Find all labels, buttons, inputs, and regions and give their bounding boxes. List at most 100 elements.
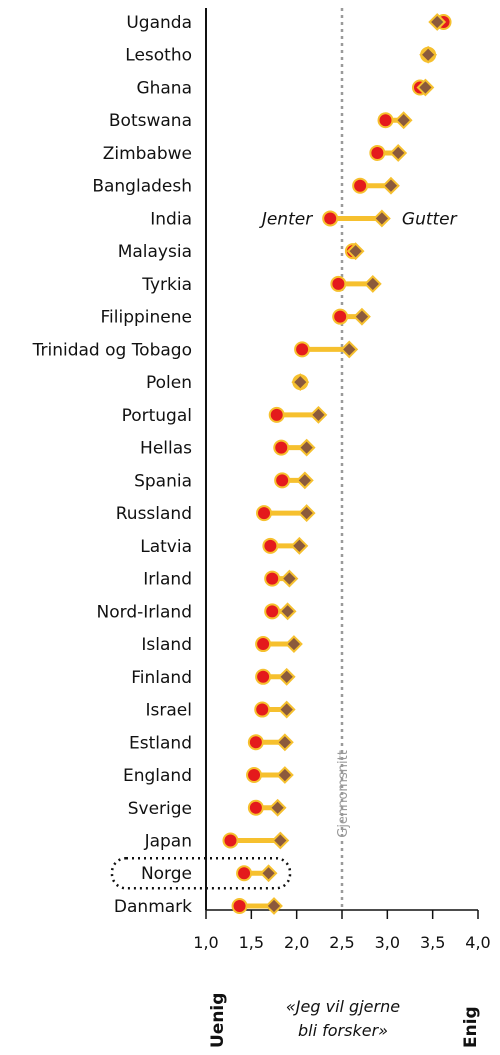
country-label: Tyrkia xyxy=(141,275,192,295)
data-row: England xyxy=(123,766,294,786)
data-row: Filippinene xyxy=(101,307,371,328)
highlight-box xyxy=(110,856,292,890)
jenter-point xyxy=(264,570,281,587)
gutter-point xyxy=(259,864,278,883)
country-label: Spania xyxy=(134,471,192,491)
country-label: Norge xyxy=(141,864,192,884)
gutter-point xyxy=(309,405,328,424)
gutter-point xyxy=(297,438,316,457)
series-label-gutter: Gutter xyxy=(402,209,458,229)
gutter-point xyxy=(297,504,316,523)
jenter-point xyxy=(262,537,279,554)
data-row: Zimbabwe xyxy=(103,144,408,164)
jenter-point xyxy=(294,341,311,358)
series-label-jenter: Jenter xyxy=(259,209,313,229)
gutter-point xyxy=(275,733,294,752)
jenter-point xyxy=(236,865,253,882)
jenter-point xyxy=(369,144,386,161)
data-row: Botswana xyxy=(109,111,413,131)
jenter-point xyxy=(247,734,264,751)
country-label: Israel xyxy=(146,701,192,721)
country-label: Sverige xyxy=(128,799,192,819)
country-label: Danmark xyxy=(114,897,192,917)
data-row: Irland xyxy=(143,569,299,590)
data-rows: Uganda Lesotho Ghana Botswana Zimbabwe Bangla… xyxy=(32,13,452,917)
gutter-point xyxy=(353,307,371,326)
data-row: Ghana xyxy=(136,78,435,98)
country-label: India xyxy=(150,209,192,229)
country-label: Zimbabwe xyxy=(103,144,192,164)
data-row: Finland xyxy=(131,667,296,688)
x-tick-label: 1,0 xyxy=(193,933,218,952)
gutter-point xyxy=(277,667,296,686)
gutter-point xyxy=(271,831,290,850)
country-label: Botswana xyxy=(109,111,192,131)
country-label: Finland xyxy=(131,668,192,688)
gutter-point xyxy=(419,45,438,64)
gutter-point xyxy=(285,635,303,653)
gutter-point xyxy=(291,373,310,392)
jenter-point xyxy=(231,897,248,914)
jenter-point xyxy=(254,701,271,718)
right-end-label: Enig xyxy=(461,1006,481,1048)
left-end-label: Uenig xyxy=(208,993,228,1048)
x-tick-label: 2,5 xyxy=(329,933,354,952)
jenter-point xyxy=(377,112,394,129)
country-label: Filippinene xyxy=(101,308,192,328)
x-axis-ticks: 1,0 1,5 2,0 2,5 3,0 3,5 4,0 xyxy=(193,910,491,952)
data-row: Russland xyxy=(116,504,316,524)
data-row: Norge xyxy=(141,864,278,884)
gutter-point xyxy=(346,242,365,261)
data-row: Island xyxy=(141,635,303,655)
jenter-point xyxy=(352,177,369,194)
average-label: Gjennomsnitt xyxy=(336,750,351,838)
gutter-point xyxy=(278,602,297,621)
jenter-point xyxy=(255,636,272,653)
country-label: Uganda xyxy=(126,13,192,33)
data-row: Estland xyxy=(129,733,294,753)
country-label: Bangladesh xyxy=(92,177,192,197)
gutter-point xyxy=(290,536,309,555)
jenter-point xyxy=(256,505,273,522)
gutter-point xyxy=(295,471,314,490)
x-axis-label-line-2: bli forsker» xyxy=(298,1021,388,1040)
country-label: Irland xyxy=(143,570,192,590)
data-row: Lesotho xyxy=(125,45,438,66)
jenter-point xyxy=(330,275,347,292)
country-label: Lesotho xyxy=(125,46,192,66)
gutter-point xyxy=(340,340,359,359)
data-row: Bangladesh xyxy=(92,177,400,197)
jenter-point xyxy=(274,472,291,489)
jenter-point xyxy=(268,406,285,423)
data-row: Sverige xyxy=(128,799,287,819)
data-row: Danmark xyxy=(114,897,283,917)
jenter-point xyxy=(273,439,290,456)
x-tick-label: 3,0 xyxy=(375,933,400,952)
gutter-point xyxy=(280,569,299,588)
data-row: Spania xyxy=(134,471,314,491)
country-label: Russland xyxy=(116,504,192,524)
data-row: Polen xyxy=(146,373,310,393)
data-row: Nord-Irland xyxy=(97,602,297,622)
country-label: Japan xyxy=(144,832,192,852)
data-row: Japan xyxy=(144,831,290,852)
data-row: Portugal xyxy=(122,405,328,426)
x-tick-label: 4,0 xyxy=(465,933,490,952)
country-label: Polen xyxy=(146,373,192,393)
country-label: Trinidad og Tobago xyxy=(32,340,192,360)
data-row: Trinidad og Tobago xyxy=(32,340,359,360)
country-label: Ghana xyxy=(136,78,192,98)
gutter-point xyxy=(416,78,435,97)
country-label: Hellas xyxy=(140,439,192,459)
country-label: Estland xyxy=(129,733,192,753)
gutter-point xyxy=(363,275,382,293)
data-row: India xyxy=(150,209,391,229)
gutter-point xyxy=(428,13,447,31)
gutter-point xyxy=(394,111,413,130)
jenter-point xyxy=(255,668,272,685)
jenter-point xyxy=(222,832,239,849)
data-row: Uganda xyxy=(126,13,452,33)
country-label: England xyxy=(123,766,192,786)
x-tick-label: 1,5 xyxy=(239,933,264,952)
x-tick-label: 3,5 xyxy=(420,933,445,952)
